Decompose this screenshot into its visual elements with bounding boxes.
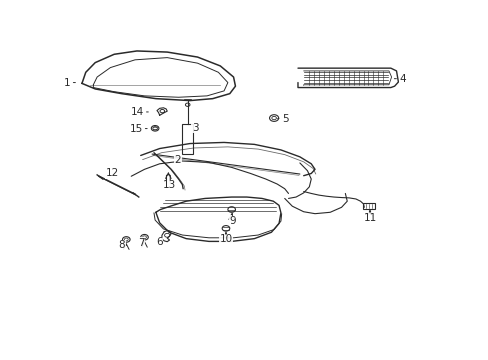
Text: 1: 1 — [64, 77, 70, 87]
Text: 2: 2 — [174, 155, 181, 165]
Text: 7: 7 — [138, 238, 145, 248]
Text: 13: 13 — [163, 180, 176, 190]
Text: 6: 6 — [156, 237, 162, 247]
Text: 8: 8 — [119, 240, 125, 250]
Text: 12: 12 — [105, 168, 119, 179]
Text: 5: 5 — [281, 114, 288, 123]
Text: 14: 14 — [130, 107, 143, 117]
Text: 10: 10 — [219, 234, 232, 244]
Text: 9: 9 — [229, 216, 235, 226]
Bar — [182, 123, 193, 154]
Text: 3: 3 — [191, 123, 198, 133]
Text: 11: 11 — [363, 213, 376, 223]
Text: 15: 15 — [129, 123, 142, 134]
FancyBboxPatch shape — [362, 203, 374, 209]
Text: 4: 4 — [398, 74, 405, 84]
